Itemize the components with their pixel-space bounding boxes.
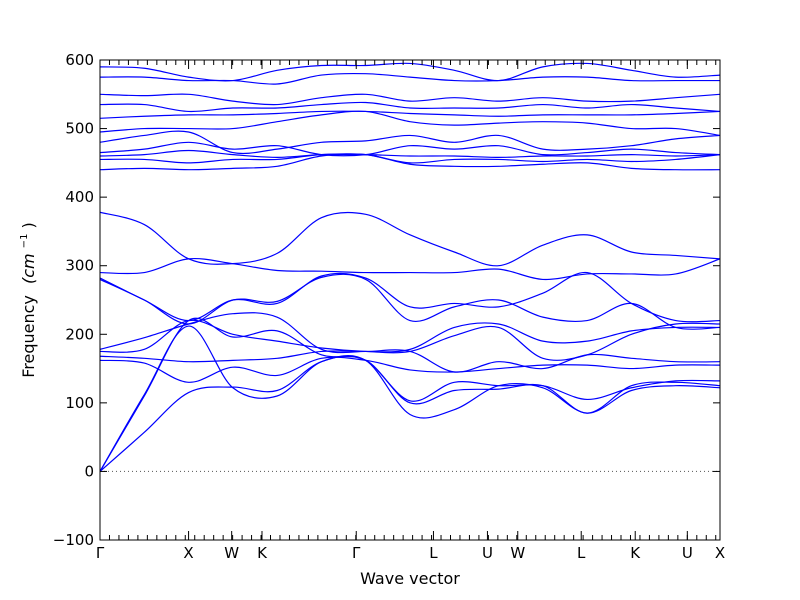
kpoint-label: W [224, 544, 239, 562]
y-tick-label: 200 [65, 325, 94, 343]
band-18 [100, 101, 720, 113]
y-tick-label: 500 [65, 120, 94, 138]
kpoint-label: K [630, 544, 641, 562]
kpoint-label: W [510, 544, 525, 562]
y-tick-label: 0 [84, 462, 94, 480]
y-axis-ticks: −100 0 100 200 300 400 500 600 [53, 51, 720, 549]
kpoint-label: X [183, 544, 193, 562]
x-axis-label: Wave vector [360, 569, 460, 588]
y-tick-label: 400 [65, 188, 94, 206]
kpoint-label: L [429, 544, 438, 562]
y-tick-label: 600 [65, 51, 94, 69]
band-14 [100, 141, 720, 157]
y-axis-label-unit-exponent: −1 [19, 234, 30, 249]
band-7 [100, 273, 720, 330]
phonon-bands [100, 62, 720, 472]
band-17 [100, 110, 720, 119]
kpoint-label: U [682, 544, 693, 562]
band-12 [100, 153, 720, 164]
band-2 [100, 317, 720, 472]
plot-frame [99, 59, 721, 541]
band-5 [100, 319, 720, 361]
y-tick-label: 300 [65, 257, 94, 275]
kpoint-label: Γ [96, 544, 105, 562]
band-0 [100, 354, 720, 472]
y-axis-label: Frequency (cm −1 ) [12, 222, 38, 378]
band-21 [100, 62, 720, 82]
kpoint-label: X [715, 544, 725, 562]
band-20 [100, 72, 720, 85]
band-15 [100, 130, 720, 155]
band-10 [100, 211, 720, 267]
y-axis-label-unit: (cm [19, 253, 38, 284]
band-1 [100, 325, 720, 472]
y-tick-label: 100 [65, 394, 94, 412]
band-8 [100, 271, 720, 323]
kpoint-label: K [257, 544, 268, 562]
band-16 [100, 110, 720, 137]
kpoint-label: Γ [352, 544, 361, 562]
band-19 [100, 93, 720, 106]
band-9 [100, 257, 720, 281]
kpoint-label: U [482, 544, 493, 562]
y-axis-label-text: Frequency [19, 295, 38, 378]
y-axis-label-unit-close: ) [19, 222, 38, 228]
band-13 [100, 149, 720, 158]
band-11 [100, 153, 720, 171]
kpoint-label: L [577, 544, 586, 562]
band-3 [100, 356, 720, 383]
y-tick-label: −100 [53, 531, 94, 549]
